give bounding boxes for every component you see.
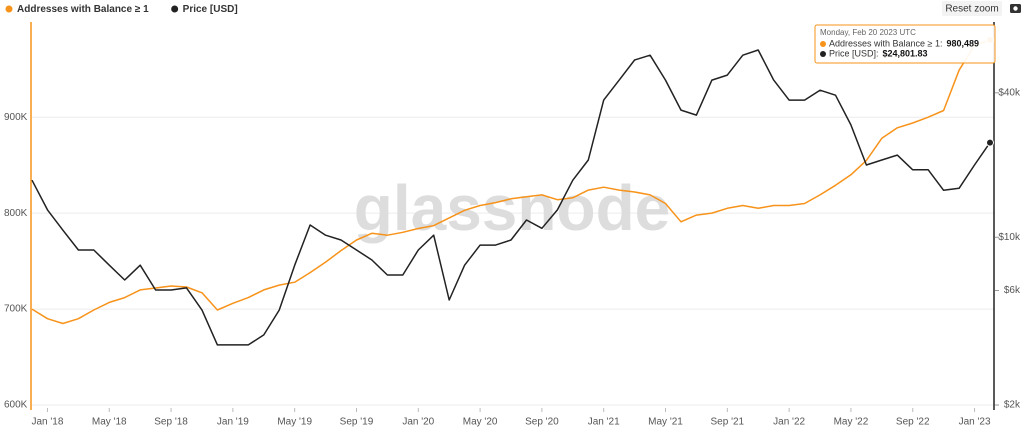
x-tick-label: Jan '23 bbox=[959, 417, 991, 428]
x-tick-label: Jan '18 bbox=[31, 417, 63, 428]
legend-label: Price [USD] bbox=[183, 4, 238, 15]
reset-zoom[interactable]: Reset zoom bbox=[942, 1, 1002, 16]
tooltip-box bbox=[814, 24, 996, 64]
reset-zoom-bg[interactable] bbox=[942, 1, 1002, 16]
x-tick-label: May '22 bbox=[834, 417, 869, 428]
x-tick-label: Sep '19 bbox=[340, 417, 374, 428]
x-tick-label: May '18 bbox=[92, 417, 127, 428]
x-tick-label: Sep '20 bbox=[525, 417, 559, 428]
tooltip-label: Price [USD]: bbox=[829, 48, 879, 58]
camera-lens[interactable] bbox=[1013, 6, 1018, 11]
y-tick-label: 900K bbox=[4, 112, 28, 123]
tooltip-label: Addresses with Balance ≥ 1: bbox=[829, 38, 943, 48]
x-tick-label: Jan '19 bbox=[217, 417, 249, 428]
x-tick-label: May '20 bbox=[463, 417, 498, 428]
series-line bbox=[31, 39, 991, 325]
x-tick-label: Jan '21 bbox=[588, 417, 620, 428]
tooltip-marker bbox=[820, 41, 826, 47]
camera-icon[interactable] bbox=[1010, 4, 1021, 13]
legend-marker bbox=[171, 5, 179, 13]
y2-tick-label: $6k bbox=[1004, 285, 1021, 296]
y-tick-label: 800K bbox=[4, 208, 28, 219]
hover-marker bbox=[986, 138, 994, 147]
series-line bbox=[31, 49, 991, 346]
y2-tick-label: $2k bbox=[1004, 400, 1021, 411]
x-tick-label: Sep '22 bbox=[896, 417, 930, 428]
x-tick-label: May '19 bbox=[277, 417, 312, 428]
x-tick-label: Sep '21 bbox=[711, 417, 745, 428]
tooltip-value: 980,489 bbox=[947, 38, 980, 48]
y-tick-label: 600K bbox=[4, 400, 28, 411]
x-tick-label: May '21 bbox=[648, 417, 683, 428]
legend-label: Addresses with Balance ≥ 1 bbox=[17, 4, 149, 15]
legend-marker bbox=[5, 5, 13, 13]
y-tick-label: 700K bbox=[4, 304, 28, 315]
x-tick-label: Jan '22 bbox=[773, 417, 805, 428]
tooltip-marker bbox=[820, 51, 826, 57]
tooltip-date: Monday, Feb 20 2023 UTC bbox=[820, 28, 916, 37]
y2-tick-label: $40k bbox=[998, 87, 1021, 98]
y2-tick-label: $10k bbox=[998, 232, 1021, 243]
x-tick-label: Jan '20 bbox=[402, 417, 434, 428]
reset-zoom-label[interactable]: Reset zoom bbox=[945, 4, 998, 15]
x-tick-label: Sep '18 bbox=[154, 417, 188, 428]
tooltip-value: $24,801.83 bbox=[883, 48, 928, 58]
